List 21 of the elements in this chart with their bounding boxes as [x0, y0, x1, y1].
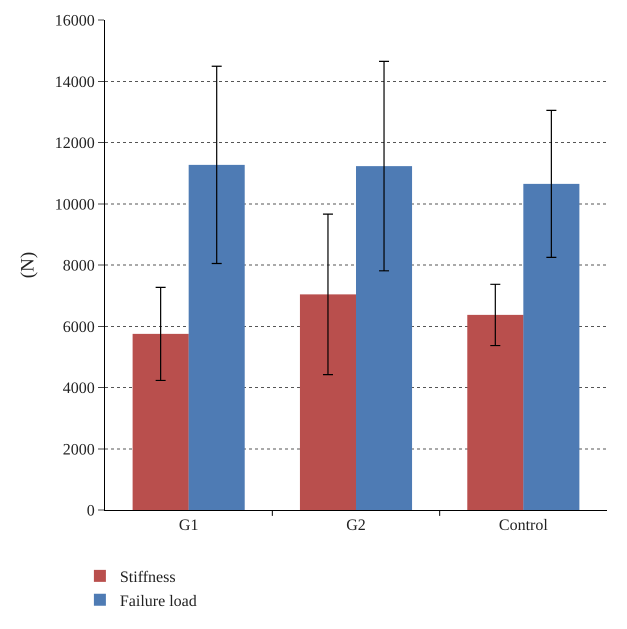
legend-label: Stiffness — [120, 569, 176, 586]
y-tick-label: 2000 — [62, 441, 95, 458]
y-tick-label: 12000 — [54, 135, 95, 152]
legend-label: Failure load — [120, 592, 197, 610]
y-tick-label: 14000 — [54, 74, 95, 91]
y-axis-title: (N) — [18, 252, 39, 278]
bar — [356, 166, 412, 510]
y-tick-label: 0 — [86, 502, 95, 520]
bar — [132, 334, 189, 510]
y-tick-label: 16000 — [54, 12, 95, 30]
y-tick-label: 8000 — [62, 258, 95, 275]
y-tick-label: 4000 — [62, 380, 95, 398]
x-tick-label: G1 — [178, 517, 198, 534]
bar — [300, 294, 356, 510]
bar — [188, 164, 245, 510]
bar — [467, 314, 524, 510]
y-tick-label: 10000 — [54, 196, 95, 214]
x-tick-label: G2 — [346, 517, 366, 534]
bar — [523, 184, 580, 510]
x-tick-label: Control — [498, 517, 548, 534]
y-tick-label: 6000 — [62, 318, 95, 336]
